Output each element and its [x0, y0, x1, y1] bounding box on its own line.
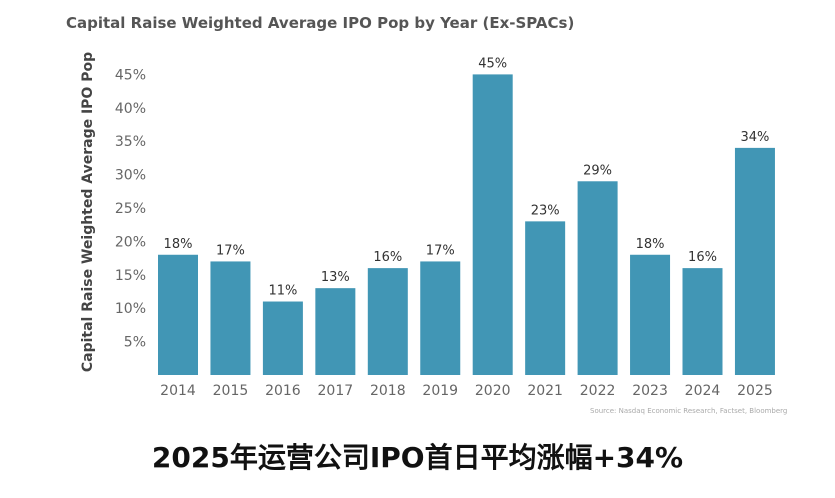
x-tick-label: 2018 — [370, 383, 406, 399]
y-tick-label: 20% — [115, 234, 146, 250]
data-label: 18% — [164, 237, 193, 252]
data-label: 16% — [373, 250, 402, 265]
bar-2014 — [158, 254, 198, 375]
data-label: 34% — [740, 130, 769, 145]
bar-2018 — [367, 268, 408, 375]
data-label: 17% — [426, 243, 455, 258]
source-note: Source: Nasdaq Economic Research, Factse… — [590, 407, 788, 415]
data-label: 29% — [583, 163, 612, 178]
y-tick-label: 5% — [124, 335, 146, 351]
x-tick-label: 2017 — [318, 383, 354, 399]
x-tick-label: 2021 — [527, 383, 563, 399]
x-tick-label: 2022 — [580, 383, 616, 399]
y-tick-label: 45% — [115, 67, 146, 83]
bar-2019 — [420, 261, 461, 375]
y-tick-label: 40% — [115, 101, 146, 117]
x-tick-label: 2020 — [475, 383, 511, 399]
y-tick-label: 15% — [115, 268, 146, 284]
bar-2020 — [472, 74, 513, 376]
x-tick-label: 2024 — [685, 383, 721, 399]
data-label: 17% — [216, 243, 245, 258]
x-tick-label: 2025 — [737, 383, 773, 399]
data-label: 11% — [268, 284, 297, 299]
bar-2021 — [525, 221, 566, 375]
bar-2023 — [630, 254, 671, 375]
bar-2015 — [210, 261, 251, 375]
bar-chart: 5% 10% 15% 20% 25% 30% 35% 40% 45% 18% 2014 17% 2015… — [115, 56, 775, 399]
bar-2022 — [577, 181, 618, 375]
bar-2016 — [262, 301, 303, 375]
chart-title: Capital Raise Weighted Average IPO Pop b… — [66, 14, 575, 32]
y-tick-label: 25% — [115, 201, 146, 217]
data-label: 16% — [688, 250, 717, 265]
data-label: 13% — [321, 270, 350, 285]
data-label: 45% — [478, 56, 507, 71]
data-label: 23% — [531, 203, 560, 218]
y-tick-label: 35% — [115, 134, 146, 150]
caption: 2025年运营公司IPO首日平均涨幅+34% — [151, 441, 684, 474]
x-tick-label: 2019 — [422, 383, 458, 399]
bar-2025 — [734, 147, 775, 375]
bar-2017 — [315, 288, 356, 375]
y-tick-label: 10% — [115, 301, 146, 317]
x-tick-label: 2015 — [213, 383, 249, 399]
x-tick-label: 2014 — [160, 383, 196, 399]
data-label: 18% — [636, 237, 665, 252]
x-tick-label: 2016 — [265, 383, 301, 399]
x-tick-label: 2023 — [632, 383, 668, 399]
bar-2024 — [682, 268, 723, 375]
y-tick-label: 30% — [115, 168, 146, 184]
